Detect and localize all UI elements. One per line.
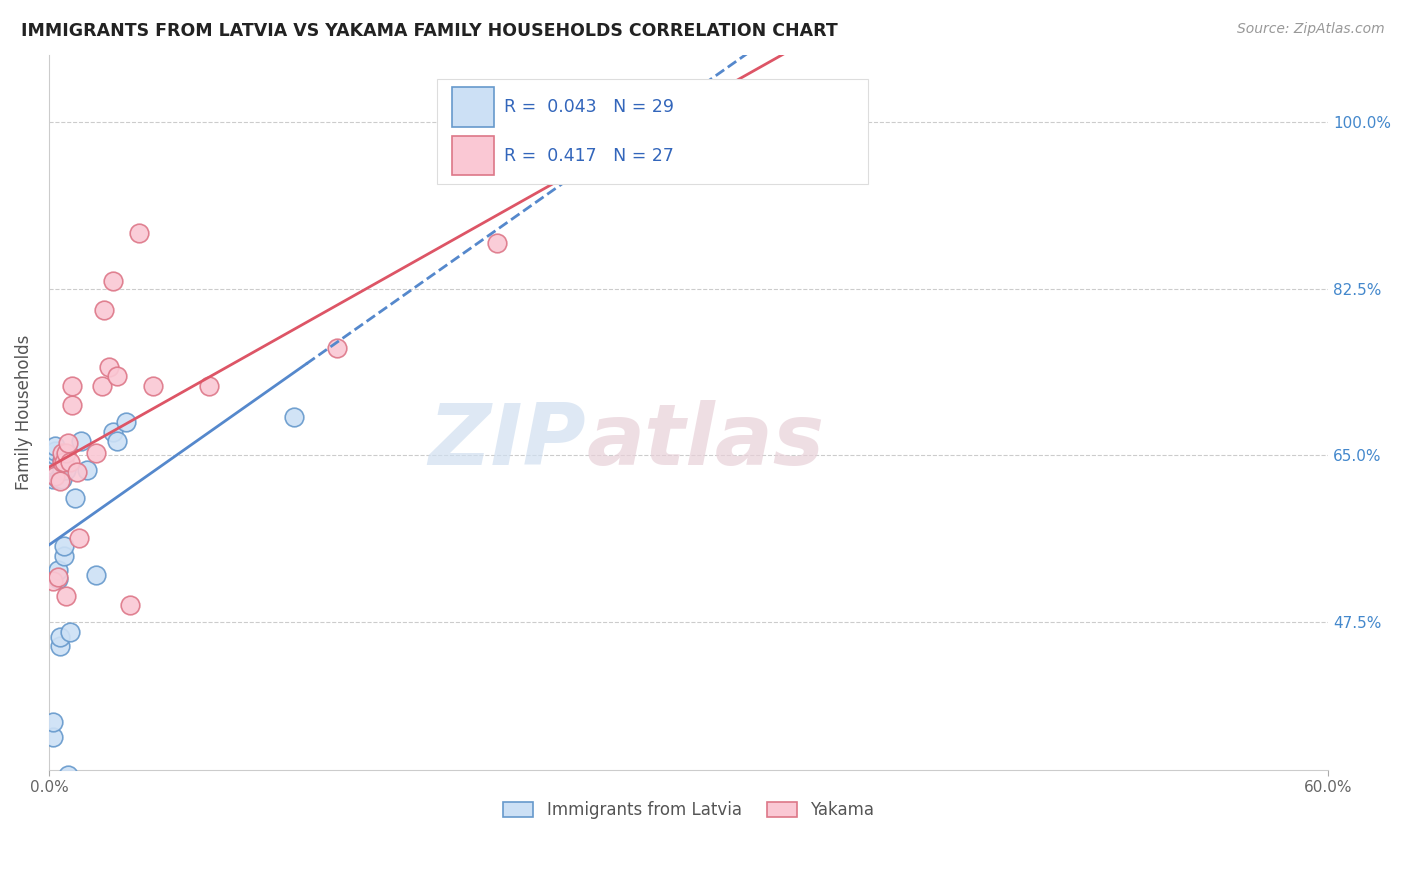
Point [105,434,128,449]
Point [76,463,98,477]
Point [52,549,75,563]
Text: ZIP: ZIP [429,400,586,483]
Point [44,439,66,453]
Point [97,359,120,374]
Point [62,398,84,412]
Point [101,425,124,439]
Point [51,445,73,459]
Point [48,472,70,486]
Text: R =  0.043   N = 29: R = 0.043 N = 29 [505,98,675,116]
Point [51,453,73,467]
Point [46,563,69,577]
Point [55,589,77,603]
Point [44,443,66,458]
Y-axis label: Family Households: Family Households [15,334,32,491]
Point [55,445,77,459]
Point [114,415,136,429]
Text: R =  0.417   N = 27: R = 0.417 N = 27 [505,146,675,165]
Point [52,455,75,469]
Point [91,379,114,393]
Point [56,436,79,450]
FancyBboxPatch shape [436,78,868,184]
Point [93,302,115,317]
Point [42,715,65,730]
Point [51,455,73,469]
Point [142,379,165,393]
Point [42,730,65,744]
Point [66,465,89,479]
Point [42,472,65,486]
Point [46,573,69,587]
Point [59,455,82,469]
Point [326,341,349,355]
Point [198,379,221,393]
Point [46,569,69,583]
Point [84,567,107,582]
Point [51,472,73,486]
Point [56,768,79,782]
Point [485,235,508,250]
Text: Source: ZipAtlas.com: Source: ZipAtlas.com [1237,22,1385,37]
Point [105,369,128,384]
Point [128,227,150,241]
Text: IMMIGRANTS FROM LATVIA VS YAKAMA FAMILY HOUSEHOLDS CORRELATION CHART: IMMIGRANTS FROM LATVIA VS YAKAMA FAMILY … [21,22,838,40]
Point [48,630,70,644]
Point [42,458,65,472]
Legend: Immigrants from Latvia, Yakama: Immigrants from Latvia, Yakama [496,795,880,826]
Point [59,624,82,639]
Point [52,539,75,553]
Point [42,574,65,589]
Point [46,472,69,486]
Point [44,449,66,463]
Text: atlas: atlas [586,400,824,483]
Point [101,274,124,288]
FancyBboxPatch shape [451,136,494,175]
Point [63,491,86,506]
Point [51,463,73,477]
Point [44,469,66,483]
Point [62,379,84,393]
Point [67,532,90,546]
Point [70,434,93,449]
Point [118,598,141,612]
FancyBboxPatch shape [451,87,494,127]
Point [48,639,70,653]
Point [84,445,107,459]
Point [283,410,305,425]
Point [55,463,77,477]
Point [48,474,70,488]
